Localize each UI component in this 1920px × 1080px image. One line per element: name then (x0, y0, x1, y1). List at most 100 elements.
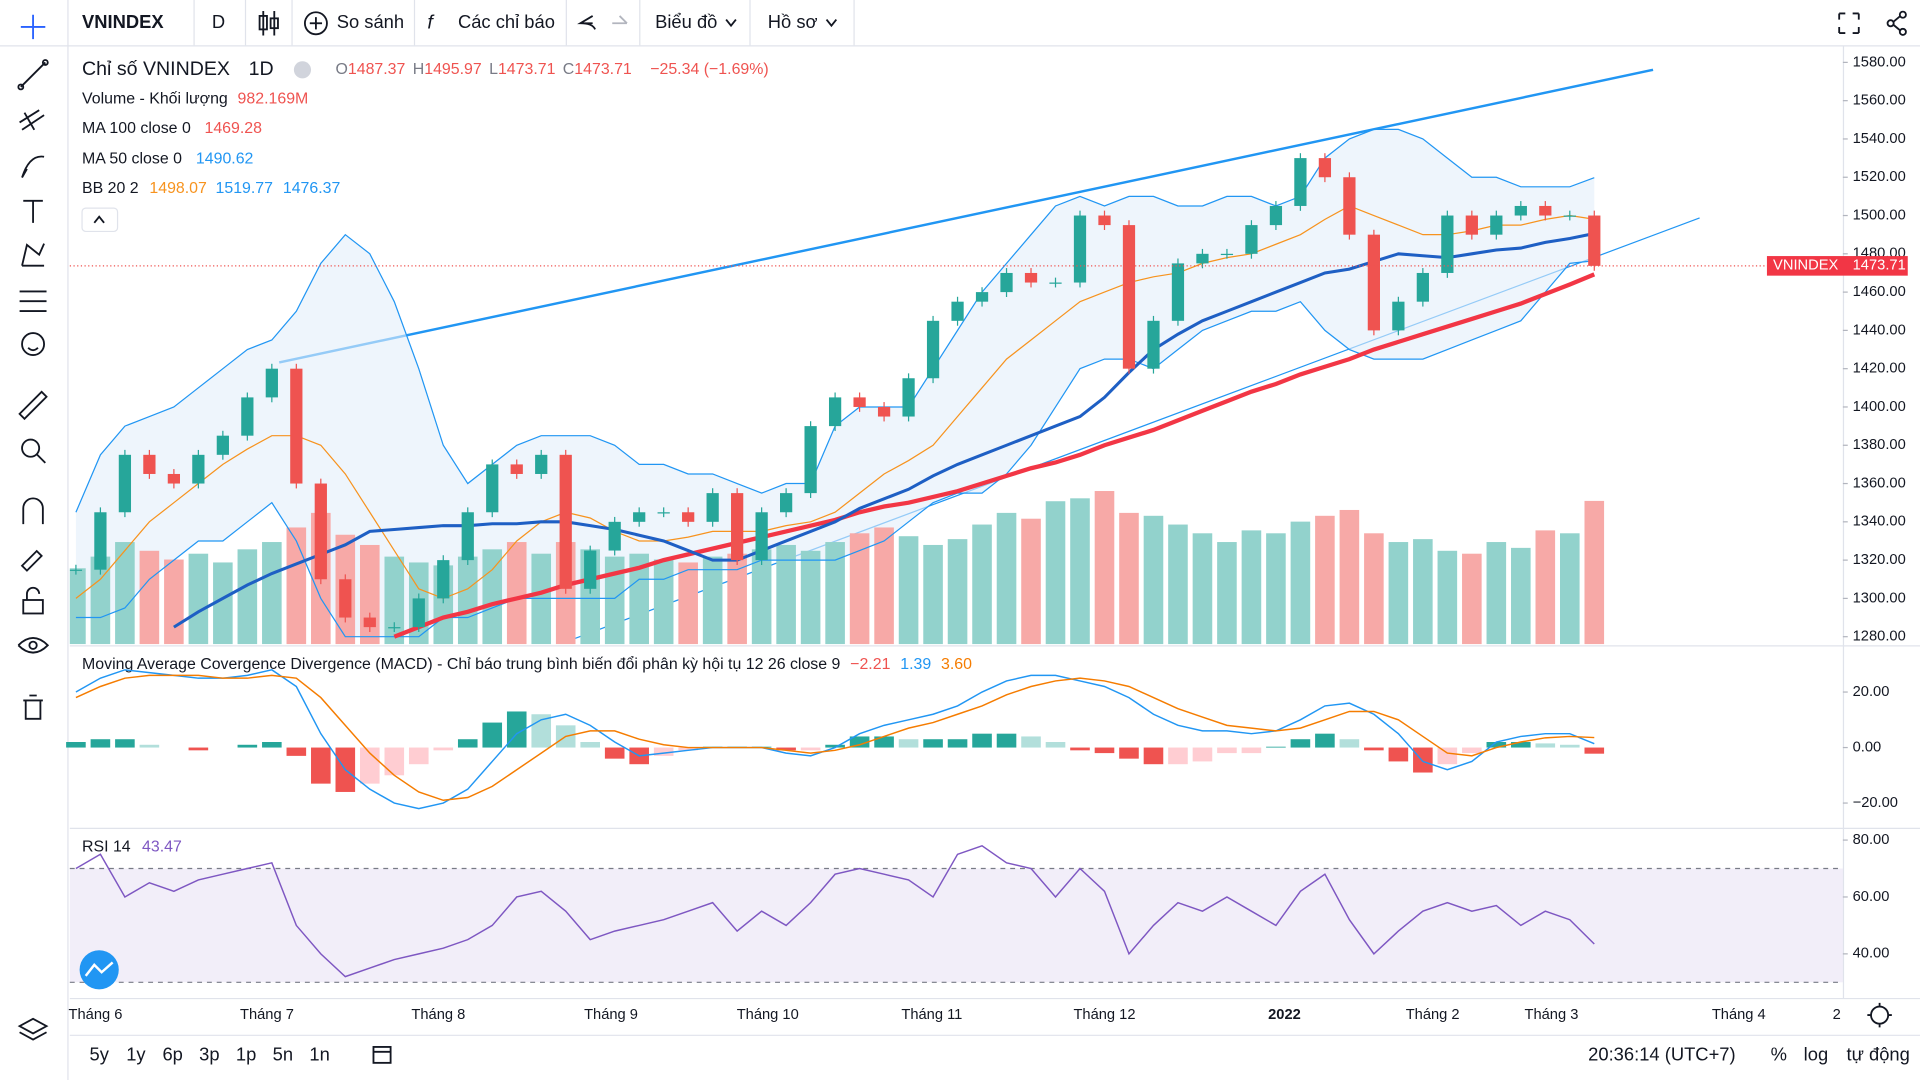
y-tick-label: 80.00 (1853, 832, 1890, 848)
macd-histogram-bar (237, 744, 258, 748)
auto-toggle[interactable]: tự động (1847, 1043, 1910, 1064)
candle-body (828, 397, 842, 427)
candle-body (1024, 272, 1038, 283)
candle-body (1294, 158, 1307, 206)
compare-button[interactable]: So sánh (337, 11, 404, 32)
macd-histogram-bar (262, 741, 282, 748)
volume-bar (1217, 542, 1237, 645)
candle-body (241, 397, 254, 436)
log-toggle[interactable]: log (1804, 1043, 1829, 1064)
moving-average (173, 231, 1595, 629)
range-button[interactable]: 3p (199, 1043, 219, 1064)
ohlc-value: 1495.97 (424, 61, 482, 78)
candle-body (1539, 205, 1552, 216)
date-range-icon[interactable] (372, 1046, 392, 1064)
macd-histogram-bar (1388, 747, 1409, 762)
macd-value: 1.39 (900, 656, 931, 673)
candle-body (143, 454, 156, 474)
volume-bar (1584, 500, 1605, 645)
x-tick-label: Tháng 8 (411, 1007, 465, 1023)
macd-histogram-bar (1217, 747, 1237, 754)
candle-body (314, 483, 327, 580)
chart-menu[interactable]: Biểu đồ (655, 11, 717, 32)
ohlc-value: 1487.37 (348, 61, 406, 78)
range-button[interactable]: 1n (309, 1043, 329, 1064)
legend-toggle[interactable] (293, 61, 312, 79)
volume-bar (1364, 533, 1384, 645)
volume-bar (629, 553, 649, 645)
ma50-value: 1490.62 (196, 150, 254, 167)
range-button[interactable]: 6p (162, 1043, 182, 1064)
macd-histogram-bar (898, 739, 919, 748)
symbol[interactable]: VNINDEX (82, 11, 164, 32)
compare-icon[interactable] (303, 11, 328, 36)
macd-histogram-bar (1241, 747, 1262, 754)
volume-bar (727, 553, 747, 645)
candle-body (1416, 272, 1429, 302)
collapse-button[interactable] (81, 207, 119, 233)
macd-histogram-bar (1339, 739, 1360, 748)
signal-line (75, 674, 1595, 802)
range-button[interactable]: 5y (89, 1043, 109, 1064)
volume-bar (923, 544, 943, 645)
rsi-band (69, 868, 1843, 983)
y-tick-label: 1580.00 (1853, 54, 1906, 70)
share-icon[interactable] (1886, 10, 1907, 36)
macd-histogram-bar (1462, 747, 1482, 754)
candle-type-icon[interactable] (258, 11, 279, 36)
volume-bar (506, 542, 527, 645)
candle-body (584, 550, 597, 589)
chart-title: Chỉ số VNINDEX (82, 58, 230, 80)
percent-toggle[interactable]: % (1771, 1043, 1787, 1064)
undo-icon[interactable] (577, 15, 596, 30)
change: −25.34 (−1.69%) (650, 61, 769, 78)
y-tick-label: 1460.00 (1853, 284, 1906, 300)
drawing-tools[interactable] (17, 14, 50, 1041)
macd-histogram-bar (776, 747, 796, 751)
candle-body (804, 426, 817, 494)
trendline[interactable] (278, 68, 1654, 364)
volume-name: Volume - Khối lượng (82, 90, 228, 107)
macd-histogram-bar (825, 744, 845, 748)
ohlc-value: 1473.71 (498, 61, 556, 78)
candle-body (682, 512, 695, 522)
range-button[interactable]: 5n (273, 1043, 293, 1064)
indicators-button[interactable]: Các chỉ báo (458, 11, 555, 32)
volume-bar (262, 542, 282, 645)
volume-bar (213, 562, 233, 645)
candle-body (1220, 253, 1234, 256)
macd-value: 3.60 (941, 656, 972, 673)
bb-lower: 1476.37 (283, 180, 341, 197)
range-button[interactable]: 1y (126, 1043, 146, 1064)
volume-bar (874, 527, 894, 645)
volume-bar (1535, 530, 1556, 645)
macd-histogram-bar (1413, 747, 1433, 773)
indicators-icon[interactable]: f (427, 11, 435, 33)
candle-body (1588, 215, 1601, 266)
volume-bar (1388, 542, 1409, 645)
candle-body (1490, 215, 1503, 235)
volume-bar (1413, 539, 1433, 645)
fullscreen-icon[interactable] (1838, 12, 1860, 34)
clock: 20:36:14 (UTC+7) (1588, 1043, 1735, 1064)
y-tick-label: 1520.00 (1853, 169, 1906, 185)
macd-histogram-bar (1094, 747, 1115, 754)
settings-icon[interactable] (1867, 1002, 1892, 1028)
x-tick-label: Tháng 2 (1406, 1007, 1460, 1023)
candle-body (290, 368, 303, 484)
range-button[interactable]: 1p (236, 1043, 256, 1064)
candle-body (1343, 177, 1356, 235)
ma100-name: MA 100 close 0 (82, 120, 191, 137)
y-tick-label: 1320.00 (1853, 552, 1906, 568)
rsi-line (75, 844, 1595, 978)
macd-histogram-bar (1070, 747, 1090, 751)
candle-body (363, 617, 376, 628)
macd-histogram-bar (1119, 747, 1139, 759)
profile-menu[interactable]: Hồ sơ (768, 11, 818, 32)
interval-button[interactable]: D (212, 11, 225, 32)
macd-histogram-bar (66, 741, 86, 748)
redo-icon[interactable] (612, 15, 628, 25)
ohlc-key: L (489, 61, 498, 78)
x-tick-label: 2022 (1268, 1007, 1301, 1023)
volume-bar (1511, 547, 1531, 645)
